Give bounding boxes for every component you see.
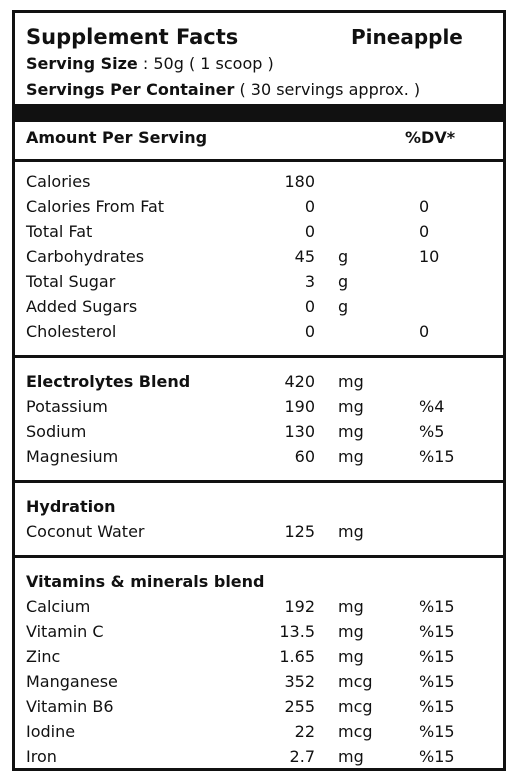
nutrient-name: Added Sugars: [26, 297, 138, 316]
amount: 0: [304, 322, 315, 341]
daily-value: %15: [419, 447, 455, 466]
daily-value: 0: [419, 322, 430, 341]
daily-value: %15: [419, 697, 455, 716]
title: Supplement Facts: [26, 25, 239, 49]
servings-label: Servings Per Container: [26, 80, 235, 99]
amount-per-serving: Amount Per Serving: [26, 128, 208, 147]
daily-value: %15: [419, 672, 455, 691]
unit: g: [338, 297, 349, 316]
rule: [15, 480, 503, 483]
daily-value: %5: [419, 422, 445, 441]
serving-size: Serving Size : 50g ( 1 scoop ): [26, 54, 274, 74]
unit: mg: [338, 597, 364, 616]
servings-per-container: Servings Per Container ( 30 servings app…: [26, 80, 420, 100]
daily-value: %15: [419, 647, 455, 666]
unit: mcg: [338, 697, 373, 716]
amount: 0: [304, 197, 315, 216]
amount: 2.7: [289, 747, 315, 766]
nutrient-name: Iron: [26, 747, 57, 766]
unit: g: [338, 272, 349, 291]
daily-value: 0: [419, 222, 430, 241]
amount: 13.5: [279, 622, 315, 641]
nutrient-name: Zinc: [26, 647, 61, 666]
amount: 255: [284, 697, 315, 716]
amount: 125: [284, 522, 315, 541]
amount: 180: [284, 172, 315, 191]
rule: [15, 355, 503, 358]
nutrient-name: Hydration: [26, 497, 116, 516]
daily-value: %15: [419, 722, 455, 741]
nutrient-name: Magnesium: [26, 447, 119, 466]
unit: g: [338, 247, 349, 266]
rule: [15, 159, 503, 162]
amount: 352: [284, 672, 315, 691]
servings-value: ( 30 servings approx. ): [239, 80, 421, 99]
unit: mg: [338, 522, 364, 541]
amount: 0: [304, 297, 315, 316]
unit: mcg: [338, 672, 373, 691]
nutrient-name: Calories: [26, 172, 91, 191]
unit: mg: [338, 447, 364, 466]
nutrient-name: Iodine: [26, 722, 76, 741]
daily-value: 10: [419, 247, 440, 266]
rule: [15, 555, 503, 558]
amount: 60: [294, 447, 315, 466]
amount: 420: [284, 372, 315, 391]
daily-value: %15: [419, 622, 455, 641]
amount: 190: [284, 397, 315, 416]
amount: 0: [304, 222, 315, 241]
nutrient-name: Vitamins & minerals blend: [26, 572, 265, 591]
serving-size-label: Serving Size: [26, 54, 138, 73]
nutrient-name: Manganese: [26, 672, 118, 691]
nutrient-name: Coconut Water: [26, 522, 145, 541]
unit: mg: [338, 647, 364, 666]
amount: 22: [294, 722, 315, 741]
amount: 3: [304, 272, 315, 291]
supplement-facts-label: Supplement Facts Pineapple Serving Size …: [12, 10, 506, 771]
daily-value: 0: [419, 197, 430, 216]
nutrient-name: Potassium: [26, 397, 108, 416]
nutrient-name: Calcium: [26, 597, 91, 616]
unit: mg: [338, 622, 364, 641]
unit: mcg: [338, 722, 373, 741]
unit: mg: [338, 372, 364, 391]
nutrient-name: Calories From Fat: [26, 197, 165, 216]
daily-value: %15: [419, 747, 455, 766]
amount: 1.65: [279, 647, 315, 666]
amount: 130: [284, 422, 315, 441]
nutrient-name: Total Sugar: [26, 272, 116, 291]
nutrient-name: Cholesterol: [26, 322, 117, 341]
unit: mg: [338, 422, 364, 441]
nutrient-name: Carbohydrates: [26, 247, 145, 266]
serving-size-value: : 50g ( 1 scoop ): [142, 54, 274, 73]
nutrient-name: Vitamin C: [26, 622, 104, 641]
amount: 45: [294, 247, 315, 266]
nutrient-name: Electrolytes Blend: [26, 372, 191, 391]
unit: mg: [338, 397, 364, 416]
unit: mg: [338, 747, 364, 766]
daily-value: %15: [419, 597, 455, 616]
amount: 192: [284, 597, 315, 616]
thick-bar: [15, 104, 503, 122]
nutrient-name: Sodium: [26, 422, 87, 441]
nutrient-name: Vitamin B6: [26, 697, 114, 716]
nutrient-name: Total Fat: [26, 222, 93, 241]
dv-header: %DV*: [405, 128, 456, 147]
daily-value: %4: [419, 397, 445, 416]
flavor: Pineapple: [351, 25, 463, 49]
